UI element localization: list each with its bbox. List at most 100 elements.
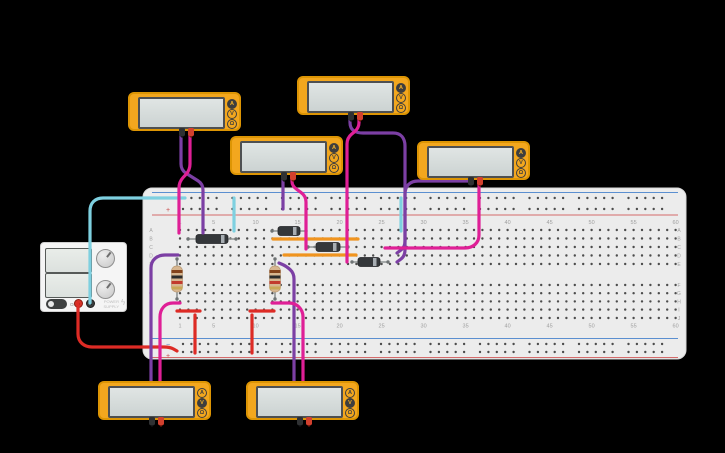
breadboard-hole[interactable] (561, 196, 565, 200)
breadboard-hole[interactable] (615, 262, 618, 266)
breadboard-hole[interactable] (405, 283, 408, 287)
breadboard-hole[interactable] (531, 237, 534, 240)
breadboard-hole[interactable] (338, 283, 341, 287)
breadboard-hole[interactable] (632, 283, 635, 287)
breadboard-hole[interactable] (239, 350, 243, 354)
breadboard-hole[interactable] (632, 262, 635, 266)
breadboard-hole[interactable] (246, 228, 249, 232)
breadboard-hole[interactable] (304, 300, 308, 303)
breadboard-hole[interactable] (556, 245, 560, 249)
breadboard-hole[interactable] (481, 254, 484, 257)
breadboard-hole[interactable] (190, 196, 193, 200)
breadboard-hole[interactable] (495, 350, 498, 354)
breadboard-hole[interactable] (372, 254, 375, 257)
breadboard-hole[interactable] (430, 283, 434, 287)
breadboard-hole[interactable] (212, 308, 215, 311)
breadboard-hole[interactable] (456, 316, 459, 320)
breadboard-hole[interactable] (379, 342, 383, 346)
breadboard-hole[interactable] (512, 207, 515, 211)
breadboard-hole[interactable] (264, 196, 268, 200)
breadboard-hole[interactable] (649, 316, 652, 320)
breadboard-hole[interactable] (456, 228, 459, 232)
breadboard-hole[interactable] (553, 196, 556, 200)
breadboard-hole[interactable] (523, 292, 526, 295)
breadboard-hole[interactable] (330, 283, 333, 287)
breadboard-hole[interactable] (314, 350, 317, 354)
breadboard-hole[interactable] (338, 308, 341, 311)
breadboard-hole[interactable] (528, 207, 531, 211)
breadboard-hole[interactable] (632, 308, 635, 311)
breadboard-hole[interactable] (405, 308, 408, 311)
breadboard-hole[interactable] (586, 207, 589, 211)
breadboard-hole[interactable] (556, 300, 560, 303)
power-supply[interactable]: OFF POWER SUPPLY ϟ (40, 242, 127, 312)
breadboard-hole[interactable] (657, 228, 660, 232)
breadboard-hole[interactable] (582, 237, 585, 240)
breadboard-hole[interactable] (506, 245, 509, 249)
breadboard-hole[interactable] (313, 292, 316, 295)
breadboard-hole[interactable] (456, 254, 459, 257)
breadboard-hole[interactable] (397, 292, 400, 295)
breadboard-hole[interactable] (607, 316, 610, 320)
breadboard-hole[interactable] (380, 300, 383, 303)
breadboard-hole[interactable] (540, 245, 543, 249)
breadboard-hole[interactable] (288, 316, 291, 320)
breadboard-hole[interactable] (246, 316, 249, 320)
breadboard-hole[interactable] (439, 237, 442, 240)
breadboard-hole[interactable] (615, 228, 618, 232)
breadboard-hole[interactable] (271, 262, 274, 266)
breadboard-hole[interactable] (590, 308, 593, 311)
breadboard-hole[interactable] (635, 196, 639, 200)
breadboard-hole[interactable] (414, 283, 417, 287)
breadboard-hole[interactable] (422, 262, 425, 266)
breadboard-hole[interactable] (531, 245, 534, 249)
breadboard-hole[interactable] (540, 283, 543, 287)
breadboard-hole[interactable] (657, 254, 660, 257)
breadboard-hole[interactable] (598, 316, 602, 320)
breadboard-hole[interactable] (607, 245, 610, 249)
breadboard-hole[interactable] (379, 207, 383, 211)
breadboard-hole[interactable] (372, 245, 375, 249)
black-probe[interactable] (149, 417, 155, 427)
breadboard-hole[interactable] (553, 350, 556, 354)
breadboard-hole[interactable] (627, 350, 630, 354)
breadboard-hole[interactable] (523, 254, 526, 257)
breadboard-hole[interactable] (548, 308, 551, 311)
breadboard-hole[interactable] (363, 228, 366, 232)
breadboard-hole[interactable] (429, 350, 432, 354)
breadboard-hole[interactable] (489, 283, 492, 287)
breadboard-hole[interactable] (372, 283, 375, 287)
breadboard-hole[interactable] (472, 262, 476, 266)
breadboard-hole[interactable] (304, 308, 308, 311)
mode-button-ohms[interactable]: Ω (227, 119, 237, 129)
breadboard-hole[interactable] (498, 283, 501, 287)
breadboard-hole[interactable] (297, 207, 300, 211)
breadboard-hole[interactable] (363, 292, 366, 295)
breadboard-hole[interactable] (472, 283, 476, 287)
breadboard-hole[interactable] (573, 254, 576, 257)
breadboard-hole[interactable] (582, 228, 585, 232)
breadboard-hole[interactable] (304, 262, 308, 266)
breadboard-hole[interactable] (207, 342, 210, 346)
breadboard-hole[interactable] (666, 262, 669, 266)
breadboard-hole[interactable] (212, 300, 215, 303)
breadboard-hole[interactable] (229, 308, 232, 311)
breadboard-hole[interactable] (652, 207, 655, 211)
breadboard-hole[interactable] (478, 342, 482, 346)
breadboard-hole[interactable] (279, 308, 282, 311)
breadboard-hole[interactable] (271, 292, 274, 295)
breadboard-hole[interactable] (437, 196, 441, 200)
breadboard-hole[interactable] (531, 228, 534, 232)
breadboard-hole[interactable] (624, 300, 627, 303)
breadboard-hole[interactable] (674, 308, 677, 311)
mode-button-volts[interactable]: V (396, 93, 406, 103)
breadboard-hole[interactable] (506, 308, 509, 311)
breadboard-hole[interactable] (598, 308, 602, 311)
breadboard-hole[interactable] (456, 292, 459, 295)
breadboard-hole[interactable] (372, 300, 375, 303)
breadboard-hole[interactable] (229, 316, 232, 320)
mode-button-volts[interactable]: V (227, 109, 237, 119)
breadboard-hole[interactable] (540, 300, 543, 303)
